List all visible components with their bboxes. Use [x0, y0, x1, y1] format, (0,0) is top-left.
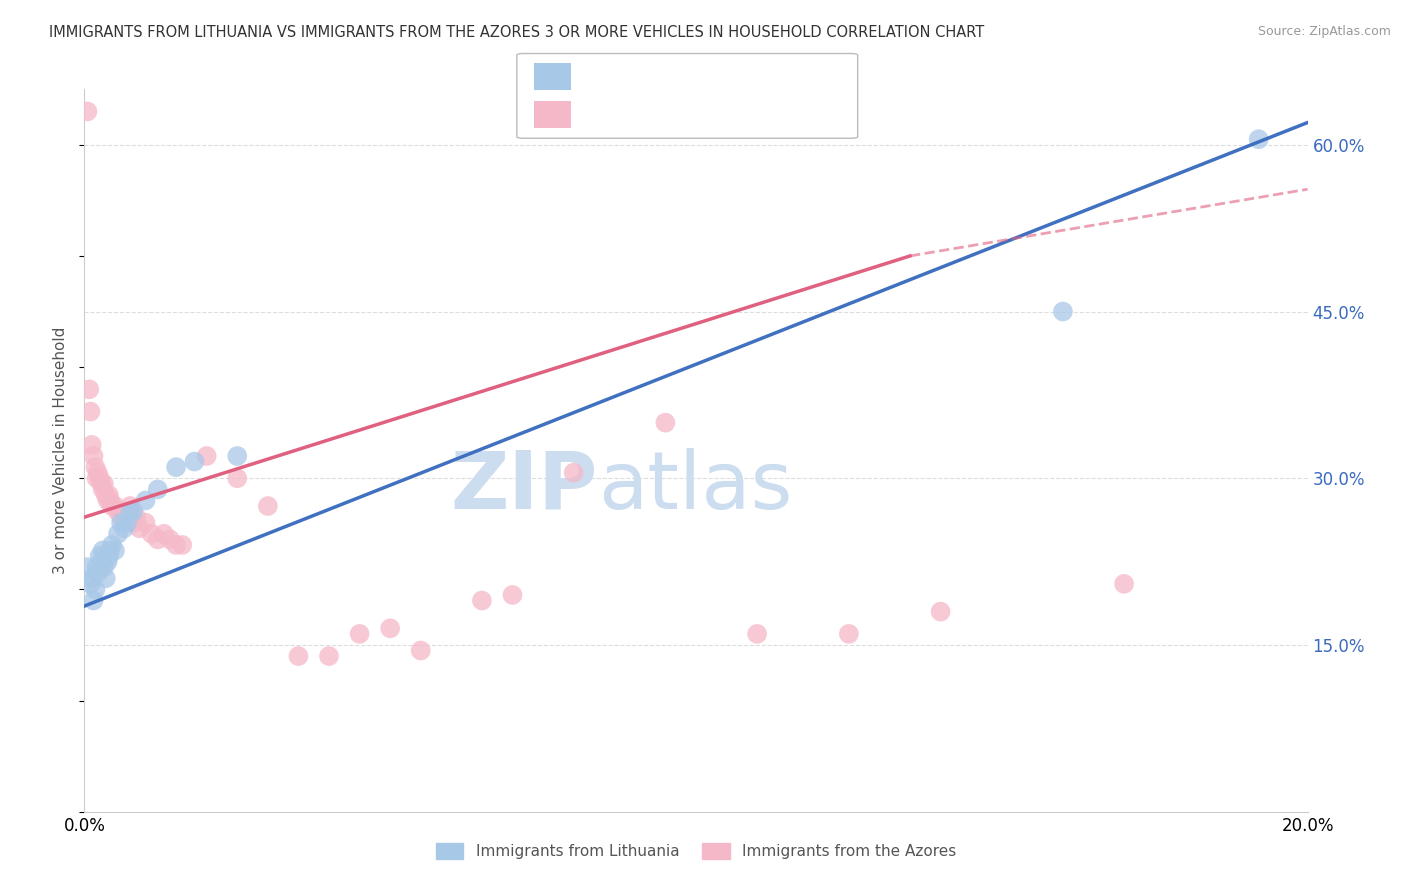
Point: [86, 471, 108, 485]
Text: R = 0.773   N = 30: R = 0.773 N = 30: [585, 68, 741, 86]
Text: atlas: atlas: [598, 448, 793, 525]
Point: [98, 493, 121, 508]
Legend: Immigrants from Lithuania, Immigrants from the Azores: Immigrants from Lithuania, Immigrants fr…: [430, 838, 962, 865]
Point: [91, 543, 114, 558]
Point: [141, 526, 163, 541]
Point: [91, 483, 114, 497]
Point: [125, 510, 148, 524]
Point: [120, 505, 142, 519]
Point: [1114, 577, 1136, 591]
Point: [380, 621, 402, 635]
Point: [562, 466, 585, 480]
Point: [226, 471, 249, 485]
Point: [107, 526, 129, 541]
Point: [165, 538, 187, 552]
Point: [107, 505, 129, 519]
Point: [183, 454, 205, 468]
Point: [97, 555, 120, 569]
Point: [83, 593, 105, 607]
Text: ZIP: ZIP: [451, 448, 598, 525]
Point: [104, 543, 127, 558]
Point: [838, 627, 860, 641]
Point: [98, 543, 121, 558]
Point: [110, 510, 132, 524]
Bar: [534, 101, 571, 128]
Point: [159, 533, 181, 547]
Point: [135, 516, 157, 530]
Point: [110, 516, 132, 530]
Point: [97, 493, 120, 508]
Point: [94, 488, 117, 502]
Bar: [534, 62, 571, 90]
Point: [112, 521, 135, 535]
Point: [1247, 132, 1270, 146]
Point: [76, 104, 98, 119]
Y-axis label: 3 or more Vehicles in Household: 3 or more Vehicles in Household: [53, 326, 69, 574]
Point: [120, 499, 142, 513]
Point: [97, 488, 120, 502]
Point: [318, 649, 340, 664]
Point: [101, 538, 124, 552]
Point: [409, 643, 432, 657]
Text: Source: ZipAtlas.com: Source: ZipAtlas.com: [1258, 25, 1392, 38]
Point: [90, 476, 112, 491]
Point: [80, 438, 103, 452]
Point: [79, 404, 101, 418]
Point: [115, 505, 138, 519]
Point: [87, 566, 110, 580]
Point: [115, 516, 138, 530]
Point: [104, 499, 127, 513]
Point: [172, 538, 194, 552]
Point: [747, 627, 769, 641]
Point: [93, 560, 115, 574]
Point: [349, 627, 371, 641]
Point: [84, 460, 107, 475]
Point: [122, 516, 145, 530]
Point: [654, 416, 676, 430]
Point: [112, 510, 135, 524]
Point: [471, 593, 494, 607]
Point: [165, 460, 187, 475]
Text: R = 0.375   N = 49: R = 0.375 N = 49: [585, 105, 741, 123]
FancyBboxPatch shape: [517, 54, 858, 138]
Point: [153, 526, 176, 541]
Point: [86, 560, 108, 574]
Point: [929, 605, 952, 619]
Point: [80, 571, 103, 585]
Point: [89, 471, 111, 485]
Text: IMMIGRANTS FROM LITHUANIA VS IMMIGRANTS FROM THE AZORES 3 OR MORE VEHICLES IN HO: IMMIGRANTS FROM LITHUANIA VS IMMIGRANTS …: [49, 25, 984, 40]
Point: [101, 499, 124, 513]
Point: [226, 449, 249, 463]
Point: [77, 382, 100, 396]
Point: [84, 582, 107, 597]
Point: [83, 449, 105, 463]
Point: [94, 571, 117, 585]
Point: [287, 649, 309, 664]
Point: [135, 493, 157, 508]
Point: [128, 521, 150, 535]
Point: [195, 449, 218, 463]
Point: [1052, 304, 1074, 318]
Point: [146, 483, 169, 497]
Point: [97, 549, 120, 563]
Point: [90, 555, 112, 569]
Point: [122, 505, 145, 519]
Point: [93, 476, 115, 491]
Point: [257, 499, 280, 513]
Point: [146, 533, 169, 547]
Point: [87, 466, 110, 480]
Point: [79, 577, 101, 591]
Point: [89, 549, 111, 563]
Point: [76, 560, 98, 574]
Point: [502, 588, 524, 602]
